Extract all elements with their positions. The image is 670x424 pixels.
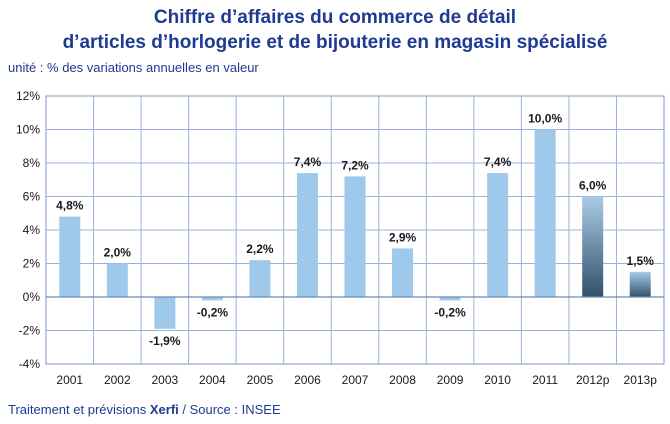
- y-tick-label: 12%: [16, 89, 40, 103]
- bar: [296, 173, 318, 297]
- bar: [106, 263, 128, 297]
- bar: [344, 176, 366, 297]
- bar: [392, 248, 414, 297]
- data-label: 7,2%: [341, 158, 369, 172]
- y-tick-label: 8%: [23, 156, 41, 170]
- bar: [201, 297, 223, 301]
- bar: [249, 260, 271, 297]
- x-tick-label: 2013p: [624, 373, 658, 387]
- x-tick-label: 2005: [247, 373, 274, 387]
- x-tick-label: 2010: [484, 373, 511, 387]
- bar: [154, 297, 176, 329]
- x-tick-label: 2009: [437, 373, 464, 387]
- data-label: 7,4%: [294, 155, 322, 169]
- x-tick-label: 2001: [56, 373, 83, 387]
- x-tick-label: 2012p: [576, 373, 610, 387]
- source-footer: Traitement et prévisions Xerfi / Source …: [8, 402, 281, 417]
- x-tick-label: 2003: [151, 373, 178, 387]
- footer-suffix: / Source : INSEE: [178, 402, 281, 417]
- y-tick-label: 6%: [23, 190, 41, 204]
- bar: [629, 271, 651, 297]
- data-label: 10,0%: [528, 112, 562, 126]
- data-label: 6,0%: [579, 179, 607, 193]
- x-tick-label: 2002: [104, 373, 131, 387]
- bar: [534, 129, 556, 297]
- x-tick-label: 2004: [199, 373, 226, 387]
- x-tick-label: 2006: [294, 373, 321, 387]
- unit-label: unité : % des variations annuelles en va…: [8, 60, 259, 75]
- data-label: -0,2%: [197, 305, 229, 319]
- footer-prefix: Traitement et prévisions: [8, 402, 150, 417]
- bar: [582, 196, 604, 297]
- data-label: 7,4%: [484, 155, 512, 169]
- x-tick-label: 2007: [342, 373, 369, 387]
- y-tick-label: 10%: [16, 123, 40, 137]
- y-tick-label: 2%: [23, 257, 41, 271]
- bar: [439, 297, 461, 301]
- x-tick-label: 2008: [389, 373, 416, 387]
- bar: [59, 216, 81, 297]
- data-label: 2,9%: [389, 230, 417, 244]
- footer-brand: Xerfi: [149, 402, 179, 417]
- chart-title-line-1: Chiffre d’affaires du commerce de détail: [153, 7, 517, 28]
- data-label: -1,9%: [149, 334, 181, 348]
- data-label: 1,5%: [627, 254, 655, 268]
- y-tick-label: -2%: [19, 324, 41, 338]
- data-label: 2,0%: [104, 246, 132, 260]
- bar: [487, 173, 509, 297]
- chart-title-line-2: d’articles d’horlogerie et de bijouterie…: [62, 32, 608, 53]
- y-tick-label: 0%: [23, 290, 41, 304]
- y-tick-label: -4%: [19, 357, 41, 371]
- y-tick-label: 4%: [23, 223, 41, 237]
- data-label: 4,8%: [56, 199, 84, 213]
- data-label: 2,2%: [246, 242, 274, 256]
- x-tick-label: 2011: [532, 373, 558, 387]
- data-label: -0,2%: [434, 305, 466, 319]
